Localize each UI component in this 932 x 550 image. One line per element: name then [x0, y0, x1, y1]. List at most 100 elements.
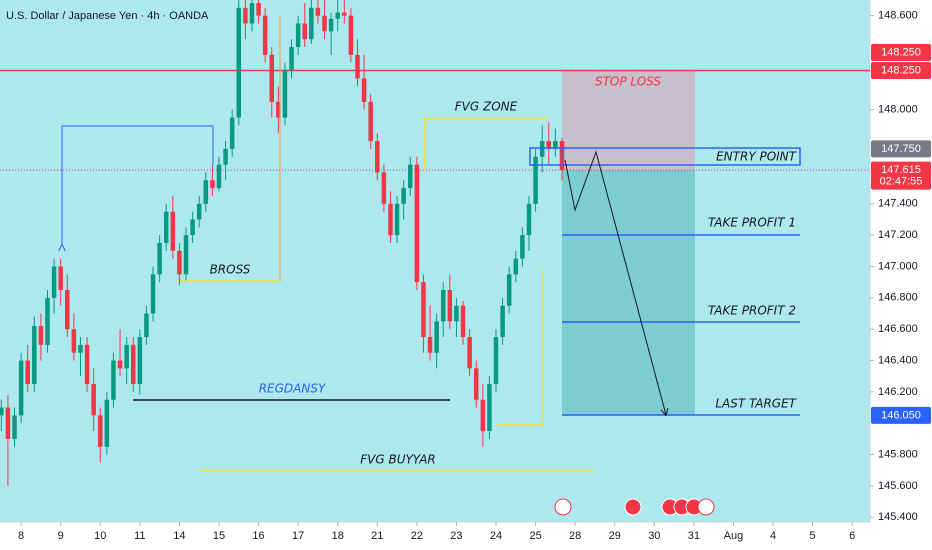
event-icon[interactable] [697, 498, 715, 516]
candle-body [262, 15, 268, 55]
bross-label: BROSS [210, 263, 251, 277]
plot-background [0, 0, 870, 522]
candle-body [467, 337, 472, 369]
candle-body [553, 141, 558, 149]
last-target-label: LAST TARGET [715, 397, 797, 411]
y-tick-label: 145.800 [878, 449, 918, 461]
candle-body [111, 360, 116, 400]
y-tick-label: 147.000 [878, 260, 918, 272]
event-icon[interactable] [554, 498, 572, 516]
candle-body [203, 180, 209, 204]
candle-body [137, 337, 143, 385]
axes: 145.400 145.600 145.800 146.200 146.400 146.6… [18, 10, 931, 542]
x-tick-label: 31 [688, 530, 700, 542]
y-tick-label: 145.400 [878, 511, 918, 523]
y-tick-label: 145.600 [878, 480, 918, 492]
candle-body [5, 407, 11, 439]
candle-body [150, 274, 156, 314]
entry-point-label: ENTRY POINT [716, 150, 798, 164]
candle-body [170, 211, 176, 251]
candle-body [539, 141, 545, 157]
y-tick-label: 148.600 [878, 10, 918, 22]
y-tick-label: 148.000 [878, 104, 918, 116]
x-tick-label: 28 [569, 530, 581, 542]
candle-body [526, 203, 532, 236]
candle-body [45, 297, 50, 345]
bracket-line [62, 125, 214, 245]
candle-body [243, 7, 248, 24]
candle-body [289, 47, 294, 71]
candle-body [190, 219, 195, 236]
x-tick-label: 18 [332, 530, 344, 542]
candle-body [361, 78, 367, 102]
candle-body [58, 266, 63, 290]
candle-body [104, 399, 110, 447]
x-tick-label: 4 [770, 530, 776, 542]
candle-body [520, 235, 525, 259]
candle-body [282, 70, 288, 118]
candle-body [269, 54, 274, 102]
candle-body [144, 313, 149, 338]
candle-body [546, 141, 552, 149]
candle-body [18, 360, 24, 416]
candle-body [51, 266, 57, 298]
x-tick-label: 21 [371, 530, 383, 542]
candle-body [216, 164, 222, 189]
candle-body [427, 337, 433, 353]
candle-body [157, 242, 162, 275]
candle-body [71, 329, 77, 353]
candle-body [441, 290, 446, 322]
candle-body [91, 384, 96, 416]
candle-body [210, 180, 215, 189]
x-tick-label: 22 [411, 530, 423, 542]
price-badge-label: 146.050 [881, 409, 921, 421]
fvg-zone-label: FVG ZONE [455, 100, 518, 114]
candle-body [130, 344, 136, 385]
candle-body [302, 23, 307, 40]
price-badge-label: 148.250 [881, 46, 921, 58]
candle-body [12, 415, 17, 439]
candle-body [124, 344, 129, 369]
event-icon[interactable] [624, 498, 642, 516]
candle-body [473, 368, 479, 400]
y-tick-label: 146.400 [878, 354, 918, 366]
candle-body [394, 203, 400, 236]
candle-body [480, 399, 486, 432]
candle-body [236, 7, 242, 118]
candle-body [454, 305, 459, 322]
projection-path [564, 150, 666, 415]
candle-body [421, 282, 426, 338]
price-badge [871, 44, 931, 62]
y-tick-label: 146.600 [878, 323, 918, 335]
candle-body [183, 235, 189, 275]
y-tick-label: 146.200 [878, 386, 918, 398]
candle-body [309, 7, 314, 40]
x-tick-label: 23 [450, 530, 462, 542]
candle-body [460, 305, 466, 338]
candle-body [0, 407, 4, 416]
y-tick-label: 146.800 [878, 292, 918, 304]
price-axis-background [870, 0, 932, 550]
x-tick-label: Aug [724, 530, 744, 542]
drawings: FVG ZONE BROSS REGDANSY FVG BUYYAR ENTRY… [62, 15, 801, 516]
x-tick-label: 25 [529, 530, 541, 542]
candle-body [25, 360, 30, 385]
candle-body [65, 290, 70, 330]
stop-loss-zone [562, 70, 695, 171]
candle-body [229, 117, 235, 149]
x-tick-label: 15 [213, 530, 225, 542]
candle-body [256, 3, 261, 16]
candle-body [328, 18, 334, 32]
candle-body [177, 250, 182, 275]
candle-body [84, 344, 90, 385]
regdansy-label: REGDANSY [259, 382, 327, 396]
price-badge [871, 140, 931, 158]
candle-body [434, 321, 439, 353]
fvg-buyyar-label: FVG BUYYAR [360, 453, 436, 467]
candle-body [163, 211, 169, 243]
candle-body [335, 12, 340, 19]
candle-body [414, 164, 420, 283]
candle-body [487, 384, 492, 432]
candle-body [315, 7, 321, 16]
